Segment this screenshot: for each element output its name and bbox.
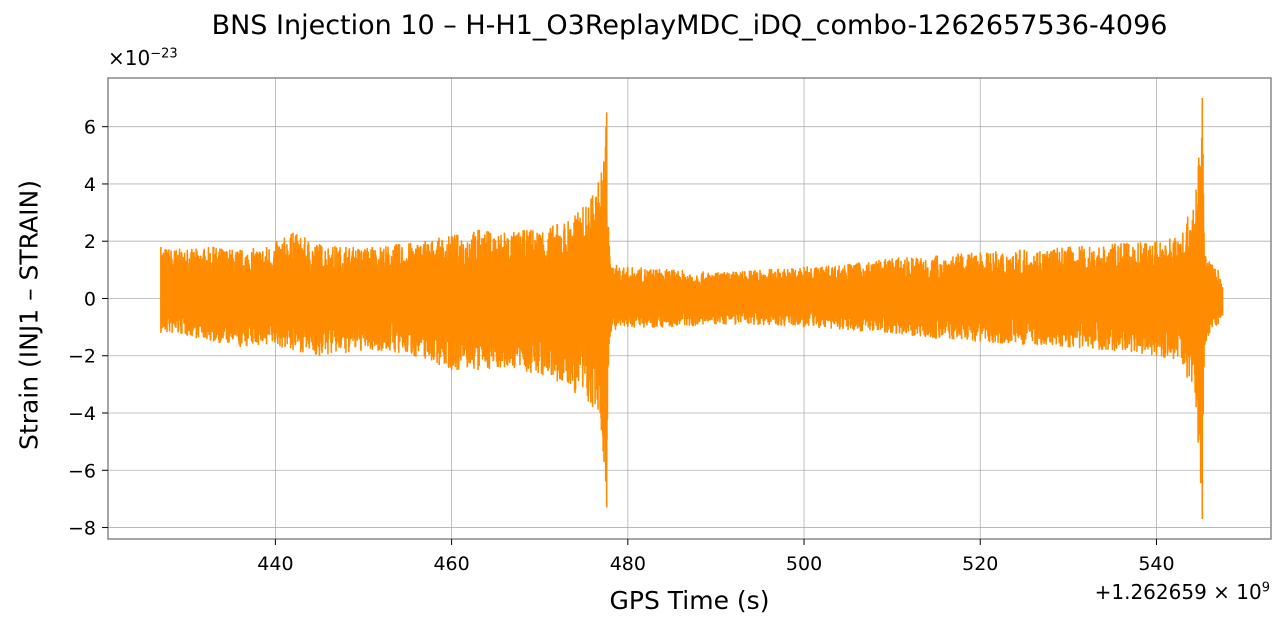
- y-tick-label: 0: [84, 288, 96, 310]
- x-tick-label: 500: [786, 553, 822, 575]
- x-tick-label: 480: [610, 553, 646, 575]
- y-tick-label: 2: [84, 231, 96, 253]
- x-tick-label: 460: [433, 553, 469, 575]
- y-tick-label: 4: [84, 174, 96, 196]
- y-scale-base: ×10: [108, 46, 151, 70]
- y-scale-exponent: −23: [150, 46, 178, 62]
- y-scale-multiplier: ×10−23: [108, 46, 178, 70]
- x-tick-label: 440: [257, 553, 293, 575]
- y-axis-ticks: −8 −6 −4 −2 0 2 4 6: [68, 117, 108, 540]
- x-tick-label: 540: [1138, 553, 1174, 575]
- y-tick-label: 6: [84, 117, 96, 139]
- x-axis-ticks: 440 460 480 500 520 540: [257, 539, 1175, 575]
- strain-series: [160, 98, 1224, 519]
- plot-frame: [107, 77, 1272, 540]
- x-tick-label: 520: [962, 553, 998, 575]
- strain-line: [160, 98, 1224, 519]
- x-offset-exponent: 9: [1261, 580, 1270, 596]
- chart-title: BNS Injection 10 – H-H1_O3ReplayMDC_iDQ_…: [211, 10, 1168, 41]
- y-tick-label: −2: [68, 346, 96, 368]
- y-tick-label: −4: [68, 403, 96, 425]
- x-offset-label: +1.262659 × 109: [1095, 580, 1270, 604]
- y-tick-label: −6: [68, 460, 96, 482]
- x-offset-base: +1.262659 × 10: [1094, 580, 1262, 604]
- x-axis-label: GPS Time (s): [609, 586, 770, 615]
- y-tick-label: −8: [68, 518, 96, 540]
